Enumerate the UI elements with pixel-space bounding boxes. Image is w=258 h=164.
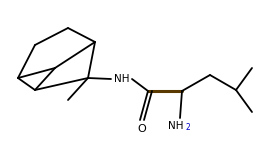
Text: NH: NH — [114, 74, 130, 84]
Text: O: O — [138, 124, 146, 134]
Text: 2: 2 — [186, 123, 190, 133]
Text: NH: NH — [168, 121, 184, 131]
